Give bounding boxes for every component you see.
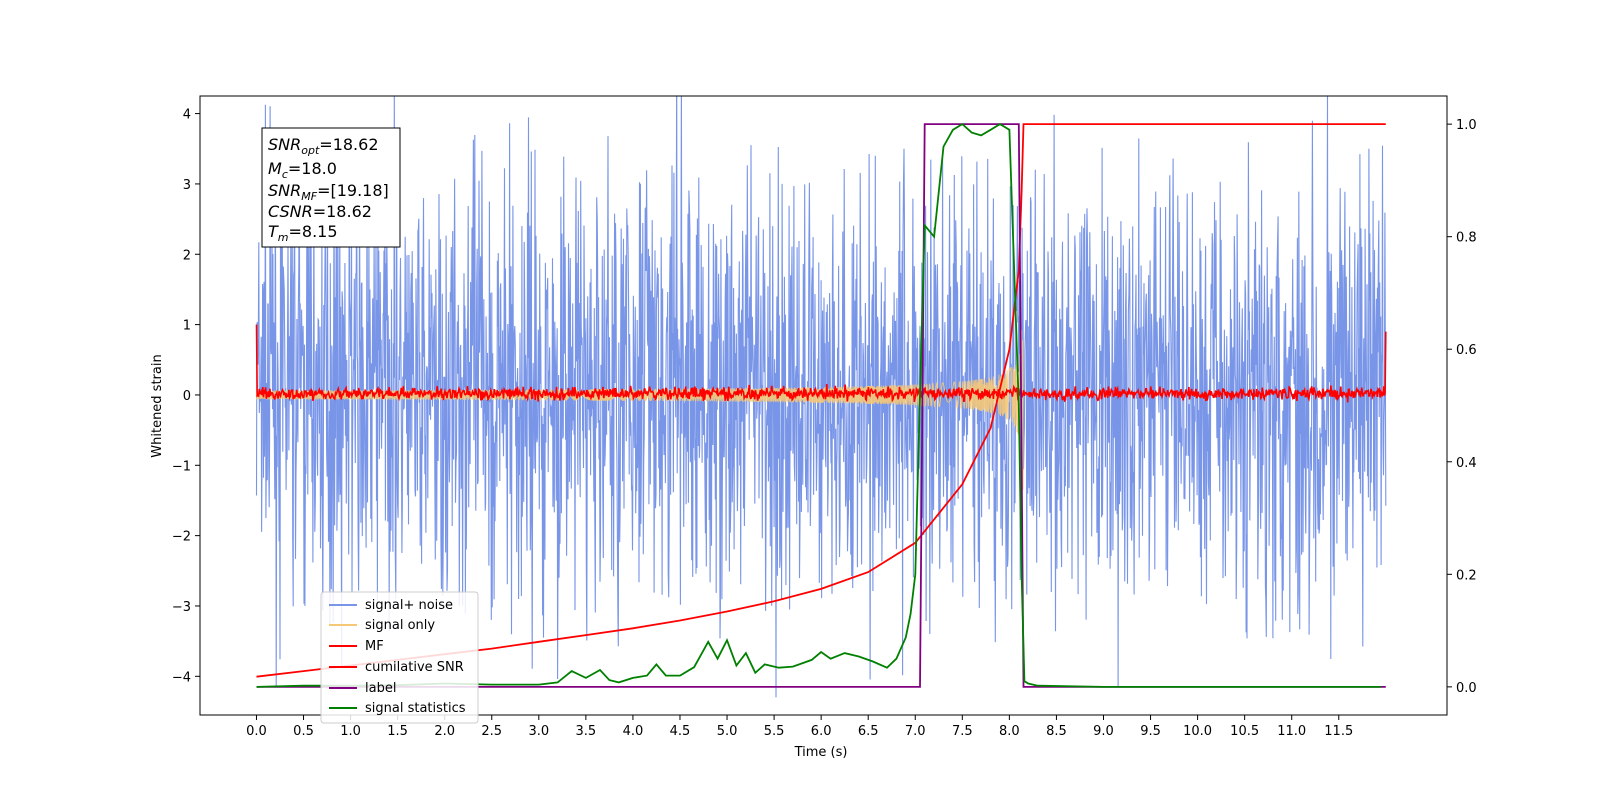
y2-tick-label: 0.4 (1456, 456, 1477, 471)
x-tick-label: 10.5 (1230, 724, 1259, 739)
annotation-box: SNRopt=18.62 Mc=18.0 SNRMF=[19.18] CSNR=… (261, 127, 401, 248)
x-tick-label: 6.0 (811, 724, 832, 739)
y2-tick-label: 0.0 (1456, 681, 1477, 696)
series-signal-noise-line (255, 96, 1387, 698)
y-tick-label: −1 (172, 459, 191, 474)
legend-label-signal-only: signal only (365, 618, 435, 633)
x-tick-label: 7.5 (952, 724, 973, 739)
x-axis: 0.0 0.5 1.0 1.5 2.0 2.5 3.0 3.5 4.0 4.5 5.0 5.5 6.0 6… (246, 715, 1353, 739)
y2-tick-label: 0.6 (1456, 343, 1477, 358)
x-tick-label: 0.0 (246, 724, 267, 739)
plot-frame (199, 95, 1448, 716)
annotation-snr-mf: SNRMF=[19.18] (268, 181, 389, 203)
annotation-tm: Tm=8.15 (268, 222, 338, 244)
x-tick-label: 4.5 (670, 724, 691, 739)
x-tick-label: 9.5 (1140, 724, 1161, 739)
legend-label-label: label (365, 681, 396, 696)
x-tick-label: 11.0 (1277, 724, 1306, 739)
x-tick-label: 6.5 (858, 724, 879, 739)
y-tick-label: 4 (183, 108, 191, 123)
annotation-csnr: CSNR=18.62 (268, 202, 372, 221)
x-tick-label: 3.0 (528, 724, 549, 739)
y-tick-label: 3 (183, 178, 191, 193)
y2-tick-label: 1.0 (1456, 118, 1477, 133)
x-tick-label: 0.5 (293, 724, 314, 739)
x-tick-label: 8.0 (999, 724, 1020, 739)
x-tick-label: 11.5 (1324, 724, 1353, 739)
x-tick-label: 9.0 (1093, 724, 1114, 739)
y-axis-left: 4 3 2 1 0 −1 −2 −3 −4 (172, 108, 200, 685)
x-tick-label: 1.5 (387, 724, 408, 739)
y-tick-label: −3 (172, 600, 191, 615)
x-tick-label: 5.5 (764, 724, 785, 739)
annotation-mc: Mc=18.0 (268, 159, 337, 181)
legend-label-mf: MF (365, 639, 384, 654)
x-tick-label: 2.5 (481, 724, 502, 739)
legend-label-cumulative-snr: cumilative SNR (365, 660, 464, 675)
legend-label-signal-statistics: signal statistics (365, 701, 466, 716)
x-tick-label: 2.0 (434, 724, 455, 739)
legend-label-signal-noise: signal+ noise (365, 598, 453, 613)
y-tick-label: −4 (172, 670, 191, 685)
series-signal-only-line (256, 330, 1024, 490)
y-tick-label: 1 (183, 319, 191, 334)
x-tick-label: 3.5 (576, 724, 597, 739)
y-tick-label: 2 (183, 248, 191, 263)
x-tick-label: 8.5 (1046, 724, 1067, 739)
x-tick-label: 5.0 (717, 724, 738, 739)
series-mf-line (255, 324, 1387, 403)
legend-frame (320, 591, 479, 724)
y2-tick-label: 0.8 (1456, 231, 1477, 246)
y-tick-label: −2 (172, 530, 191, 545)
legend: signal+ noise signal only MF cumilative … (320, 591, 479, 724)
y2-tick-label: 0.2 (1456, 568, 1477, 583)
x-tick-label: 1.0 (340, 724, 361, 739)
x-tick-label: 10.0 (1183, 724, 1212, 739)
x-axis-label: Time (s) (794, 745, 848, 760)
x-tick-label: 4.0 (623, 724, 644, 739)
y-tick-label: 0 (183, 389, 191, 404)
y-axis-right: 1.0 0.8 0.6 0.4 0.2 0.0 (1447, 118, 1477, 696)
y-axis-label: Whitened strain (150, 354, 165, 457)
annotation-box-frame (261, 127, 401, 248)
series-signal-statistics-line (256, 122, 1382, 688)
x-tick-label: 7.0 (905, 724, 926, 739)
annotation-snr-opt: SNRopt=18.62 (268, 135, 379, 157)
